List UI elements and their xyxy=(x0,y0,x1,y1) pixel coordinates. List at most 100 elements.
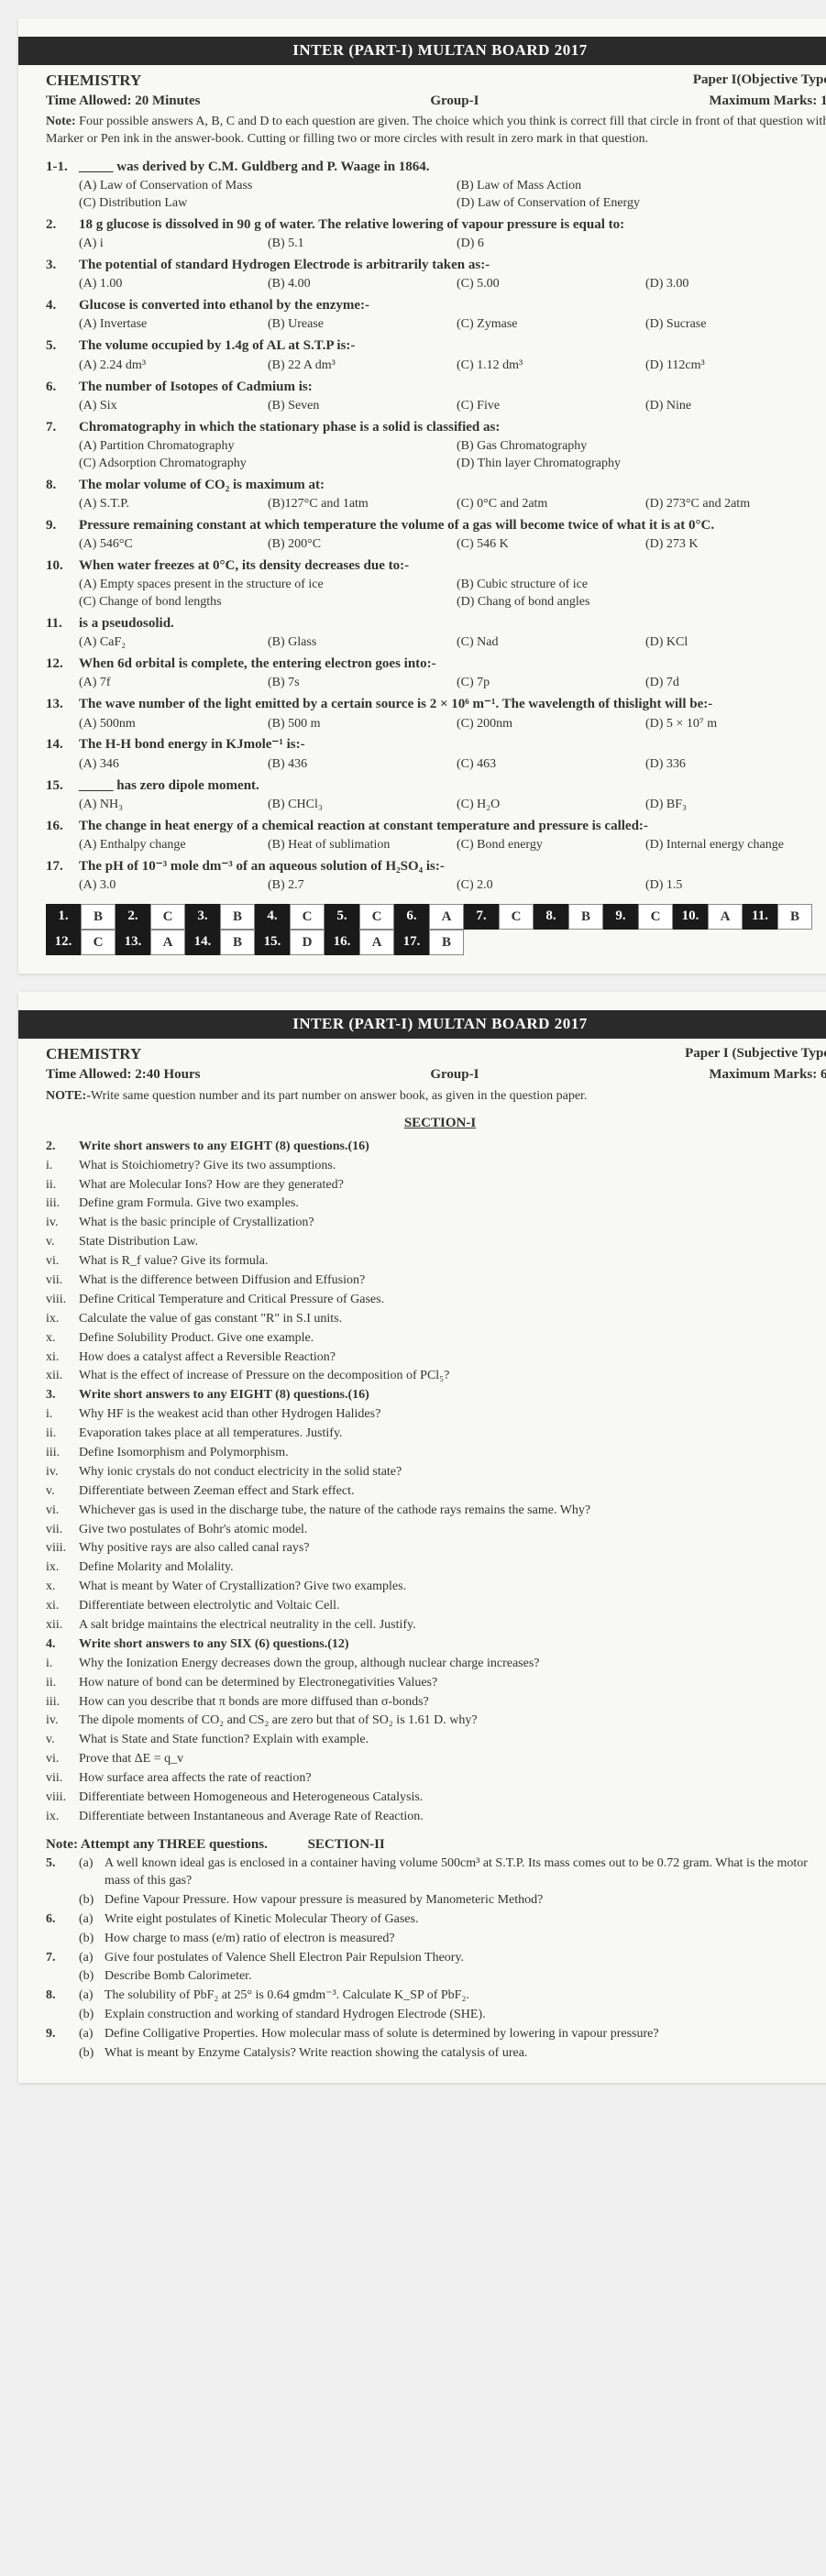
group-2: Group-I xyxy=(430,1065,479,1084)
q3-head: Write short answers to any EIGHT (8) que… xyxy=(79,1387,348,1404)
short-question: viii.Differentiate between Homogeneous a… xyxy=(46,1789,826,1807)
short-question-text: What are Molecular Ions? How are they ge… xyxy=(79,1177,344,1194)
option: (D) 1.5 xyxy=(645,877,826,895)
option: (A) NH₃ xyxy=(79,797,268,814)
option: (C) Five xyxy=(457,398,645,415)
option: (D) Thin layer Chromatography xyxy=(457,456,826,473)
answer-key: 1.B2.C3.B4.C5.C6.A7.C8.B9.C10.A11.B12.C1… xyxy=(46,904,826,956)
option: (A) 1.00 xyxy=(79,276,268,293)
short-question-text: Define Molarity and Molality. xyxy=(79,1559,234,1577)
option: (B) 500 m xyxy=(268,716,457,733)
question-number: 11. xyxy=(46,614,79,652)
option: (C) 5.00 xyxy=(457,276,645,293)
long-question-text: Write eight postulates of Kinetic Molecu… xyxy=(105,1911,820,1929)
short-question: viii.Define Critical Temperature and Cri… xyxy=(46,1292,826,1309)
question-stem: Pressure remaining constant at which tem… xyxy=(79,516,826,534)
option: (D) Chang of bond angles xyxy=(457,594,826,611)
question-stem: The pH of 10⁻³ mole dm⁻³ of an aqueous s… xyxy=(79,857,826,875)
short-question: xii.A salt bridge maintains the electric… xyxy=(46,1617,826,1635)
question-number: 16. xyxy=(46,817,79,854)
question-stem: The volume occupied by 1.4g of AL at S.T… xyxy=(79,336,826,355)
option: (A) 500nm xyxy=(79,716,268,733)
answer-cell: 3.B xyxy=(185,904,255,930)
short-question-text: Differentiate between Instantaneous and … xyxy=(79,1809,424,1826)
option: (A) 346 xyxy=(79,756,268,774)
option: (D) KCl xyxy=(645,634,826,652)
max-marks-2: Maximum Marks: 68 xyxy=(709,1065,826,1084)
short-question-text: Define Isomorphism and Polymorphism. xyxy=(79,1445,289,1462)
short-question: ix.Define Molarity and Molality. xyxy=(46,1559,826,1577)
answer-cell: 14.B xyxy=(185,930,255,955)
question-stem: When water freezes at 0°C, its density d… xyxy=(79,556,826,575)
question-stem: The H-H bond energy in KJmole⁻¹ is:- xyxy=(79,735,826,754)
question-number: 4. xyxy=(46,296,79,334)
option: (C) 200nm xyxy=(457,716,645,733)
option: (C) 463 xyxy=(457,756,645,774)
question: 3.The potential of standard Hydrogen Ele… xyxy=(46,256,826,293)
short-question: xi.How does a catalyst affect a Reversib… xyxy=(46,1349,826,1367)
option: (C) Bond energy xyxy=(457,837,645,854)
question: 4.Glucose is converted into ethanol by t… xyxy=(46,296,826,334)
option: (D) 5 × 10⁷ m xyxy=(645,716,826,733)
option: (B) Heat of sublimation xyxy=(268,837,457,854)
banner-title-2: INTER (PART-I) MULTAN BOARD 2017 xyxy=(18,1010,826,1039)
option: (B) 5.1 xyxy=(268,236,457,253)
short-question: xi.Differentiate between electrolytic an… xyxy=(46,1598,826,1615)
question: 6.The number of Isotopes of Cadmium is:(… xyxy=(46,378,826,415)
objective-paper: INTER (PART-I) MULTAN BOARD 2017 CHEMIST… xyxy=(18,18,826,974)
option: (B) 4.00 xyxy=(268,276,457,293)
time-allowed-2: Time Allowed: 2:40 Hours xyxy=(46,1065,200,1084)
question-stem: _____ has zero dipole moment. xyxy=(79,776,826,795)
short-question-text: Why the Ionization Energy decreases down… xyxy=(79,1656,540,1673)
question-number: 8. xyxy=(46,476,79,513)
short-question: xii.What is the effect of increase of Pr… xyxy=(46,1368,826,1385)
short-question-text: Why ionic crystals do not conduct electr… xyxy=(79,1464,402,1481)
short-question-text: Why HF is the weakest acid than other Hy… xyxy=(79,1406,380,1424)
long-question-part: (b)What is meant by Enzyme Catalysis? Wr… xyxy=(46,2045,826,2063)
short-question: viii.Why positive rays are also called c… xyxy=(46,1540,826,1558)
option: (A) S.T.P. xyxy=(79,496,268,513)
subjective-paper: INTER (PART-I) MULTAN BOARD 2017 CHEMIST… xyxy=(18,992,826,2082)
short-question-text: Define Critical Temperature and Critical… xyxy=(79,1292,384,1309)
option: (C) Nad xyxy=(457,634,645,652)
section-2-note: Note: Attempt any THREE questions. xyxy=(46,1837,268,1852)
answer-cell: 10.A xyxy=(673,904,743,930)
long-question-part: 9.(a)Define Colligative Properties. How … xyxy=(46,2026,826,2043)
option: (C) 2.0 xyxy=(457,877,645,895)
long-question-text: Describe Bomb Calorimeter. xyxy=(105,1968,820,1986)
option: (D) Nine xyxy=(645,398,826,415)
option: (D) 112cm³ xyxy=(645,358,826,375)
long-question-part: 6.(a)Write eight postulates of Kinetic M… xyxy=(46,1911,826,1929)
option: (D) Sucrase xyxy=(645,316,826,334)
question-number: 2. xyxy=(46,215,79,253)
short-question: ix.Calculate the value of gas constant "… xyxy=(46,1311,826,1328)
short-question: i.What is Stoichiometry? Give its two as… xyxy=(46,1158,826,1175)
long-question-text: The solubility of PbF₂ at 25° is 0.64 gm… xyxy=(105,1987,820,2005)
question-number: 15. xyxy=(46,776,79,814)
section-1-header: SECTION-I xyxy=(46,1114,826,1132)
paper-type: Paper I(Objective Type) xyxy=(693,71,826,92)
question: 15._____ has zero dipole moment.(A) NH₃(… xyxy=(46,776,826,814)
question-stem: Glucose is converted into ethanol by the… xyxy=(79,296,826,314)
option xyxy=(645,236,826,253)
time-allowed: Time Allowed: 20 Minutes xyxy=(46,92,200,110)
question-stem: When 6d orbital is complete, the enterin… xyxy=(79,655,826,673)
short-question-text: Prove that ΔE = q_v xyxy=(79,1751,183,1768)
answer-cell: 13.A xyxy=(116,930,185,955)
option: (A) Partition Chromatography xyxy=(79,438,457,456)
short-question: vi.Whichever gas is used in the discharg… xyxy=(46,1503,826,1520)
question: 13.The wave number of the light emitted … xyxy=(46,695,826,732)
short-question-text: What is the effect of increase of Pressu… xyxy=(79,1368,449,1385)
option: (B) Glass xyxy=(268,634,457,652)
long-question-text: How charge to mass (e/m) ratio of electr… xyxy=(105,1931,820,1948)
long-question-part: 8.(a)The solubility of PbF₂ at 25° is 0.… xyxy=(46,1987,826,2005)
short-question-text: Whichever gas is used in the discharge t… xyxy=(79,1503,590,1520)
question-number: 17. xyxy=(46,857,79,895)
long-question-text: A well known ideal gas is enclosed in a … xyxy=(105,1855,820,1890)
answer-cell: 11.B xyxy=(743,904,812,930)
short-question-text: Differentiate between electrolytic and V… xyxy=(79,1598,340,1615)
short-question: x.Define Solubility Product. Give one ex… xyxy=(46,1330,826,1348)
short-question-text: Why positive rays are also called canal … xyxy=(79,1540,310,1558)
long-question-part: (b)How charge to mass (e/m) ratio of ele… xyxy=(46,1931,826,1948)
question-number: 14. xyxy=(46,735,79,773)
